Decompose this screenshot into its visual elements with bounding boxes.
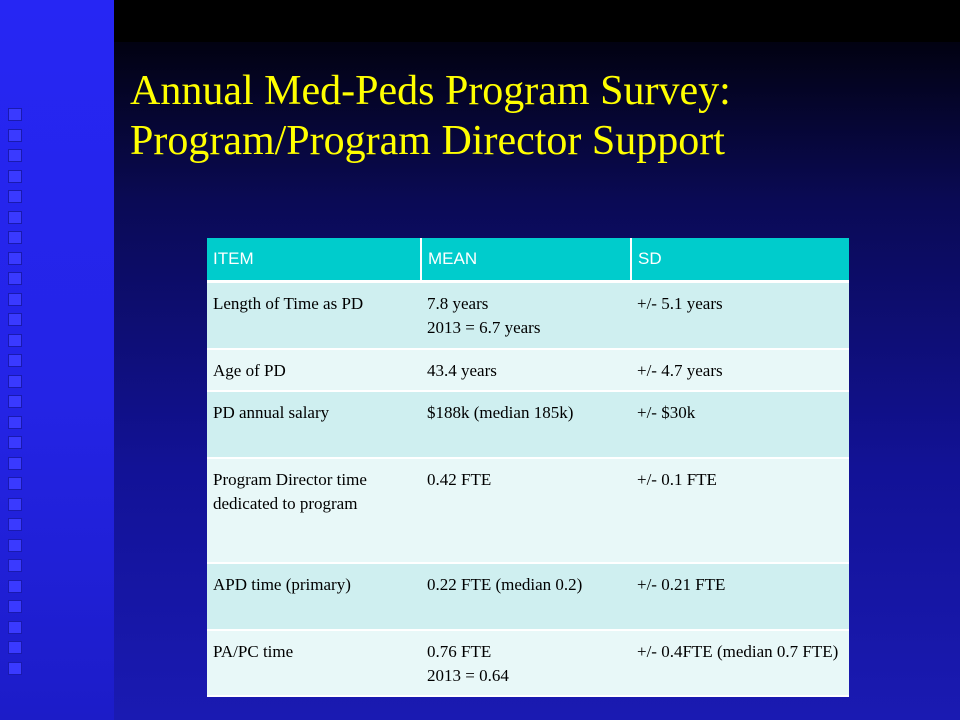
decorative-square xyxy=(8,169,22,183)
cell-item: Length of Time as PD xyxy=(207,281,421,350)
decorative-square xyxy=(8,354,22,367)
decorative-square xyxy=(8,559,22,572)
column-header-sd: SD xyxy=(631,238,849,283)
cell-mean: 0.76 FTE 2013 = 0.64 xyxy=(421,629,631,697)
cell-sd: +/- 5.1 years xyxy=(631,281,849,350)
slide-title: Annual Med-Peds Program Survey: Program/… xyxy=(130,66,930,166)
decorative-square xyxy=(8,415,22,429)
decorative-square xyxy=(8,641,22,654)
decorative-square xyxy=(8,292,22,306)
decorative-square xyxy=(8,128,22,142)
decorative-squares xyxy=(8,108,26,682)
cell-mean: 0.42 FTE xyxy=(421,457,631,564)
decorative-square xyxy=(8,620,22,634)
survey-table: ITEM MEAN SD Length of Time as PD 7.8 ye… xyxy=(207,238,849,697)
left-decorative-stripe xyxy=(0,0,114,720)
cell-mean-line: $188k (median 185k) xyxy=(427,402,574,422)
decorative-square xyxy=(8,149,22,162)
decorative-square xyxy=(8,210,22,224)
top-bar xyxy=(114,0,960,42)
cell-mean-line: 0.76 FTE xyxy=(427,641,492,661)
cell-mean-line: 2013 = 6.7 years xyxy=(427,318,541,337)
cell-sd: +/- $30k xyxy=(631,390,849,459)
table-header-row: ITEM MEAN SD xyxy=(207,238,849,283)
table-row: Age of PD 43.4 years +/- 4.7 years xyxy=(207,348,849,392)
cell-item: Program Director time dedicated to progr… xyxy=(207,457,421,564)
decorative-square xyxy=(8,477,22,490)
cell-mean-line: 7.8 years xyxy=(427,294,489,313)
decorative-square xyxy=(8,497,22,511)
cell-sd: +/- 4.7 years xyxy=(631,348,849,392)
cell-sd: +/- 0.4FTE (median 0.7 FTE) xyxy=(631,629,849,697)
cell-mean: 7.8 years 2013 = 6.7 years xyxy=(421,281,631,350)
decorative-square xyxy=(8,272,22,285)
decorative-square xyxy=(8,456,22,470)
slide-title-line-2: Program/Program Director Support xyxy=(130,118,725,164)
decorative-square xyxy=(8,661,22,675)
cell-mean-line: 43.4 years xyxy=(427,360,497,380)
cell-mean: $188k (median 185k) xyxy=(421,390,631,459)
slide-title-line-1: Annual Med-Peds Program Survey: xyxy=(130,68,731,114)
cell-mean-line: 0.42 FTE xyxy=(427,469,492,489)
decorative-square xyxy=(8,313,22,326)
decorative-square xyxy=(8,108,22,121)
cell-sd: +/- 0.21 FTE xyxy=(631,562,849,631)
decorative-square xyxy=(8,395,22,408)
decorative-square xyxy=(8,251,22,265)
table-row: APD time (primary) 0.22 FTE (median 0.2)… xyxy=(207,562,849,631)
decorative-square xyxy=(8,231,22,244)
decorative-square xyxy=(8,436,22,449)
decorative-square xyxy=(8,579,22,593)
column-header-item: ITEM xyxy=(207,238,422,283)
table-row: Program Director time dedicated to progr… xyxy=(207,457,849,564)
column-header-mean: MEAN xyxy=(421,238,632,283)
cell-mean-line: 0.22 FTE (median 0.2) xyxy=(427,574,583,594)
decorative-square xyxy=(8,518,22,531)
decorative-square xyxy=(8,374,22,388)
table-row: PA/PC time 0.76 FTE 2013 = 0.64 +/- 0.4F… xyxy=(207,629,849,697)
cell-item: PD annual salary xyxy=(207,390,421,459)
table-row: PD annual salary $188k (median 185k) +/-… xyxy=(207,390,849,459)
cell-item: Age of PD xyxy=(207,348,421,392)
decorative-square xyxy=(8,600,22,613)
cell-mean: 43.4 years xyxy=(421,348,631,392)
cell-sd: +/- 0.1 FTE xyxy=(631,457,849,564)
table-row: Length of Time as PD 7.8 years 2013 = 6.… xyxy=(207,281,849,350)
cell-item: PA/PC time xyxy=(207,629,421,697)
decorative-square xyxy=(8,190,22,203)
cell-mean-line: 2013 = 0.64 xyxy=(427,665,509,685)
decorative-square xyxy=(8,333,22,347)
cell-item: APD time (primary) xyxy=(207,562,421,631)
cell-mean: 0.22 FTE (median 0.2) xyxy=(421,562,631,631)
decorative-square xyxy=(8,538,22,552)
